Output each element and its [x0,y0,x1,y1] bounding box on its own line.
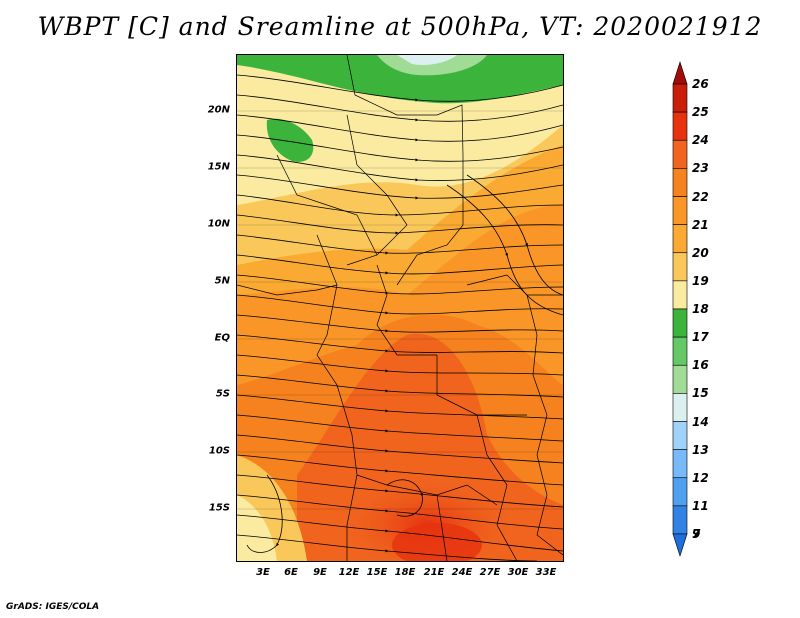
lon-label-15e: 15E [366,567,388,578]
lat-label-20n: 20N [207,104,230,116]
colorbar-swatch [672,421,688,450]
lon-label-30e: 30E [507,567,529,578]
colorbar-swatch [672,224,688,254]
colorbar-swatch [672,364,688,394]
colorbar-swatch [672,196,688,225]
lon-label-27e: 27E [479,567,501,578]
colorbar-label: 18 [692,302,709,316]
chart-title: WBPT [C] and Sreamline at 500hPa, VT: 20… [37,12,763,41]
colorbar-swatch [672,308,688,338]
lon-label-33e: 33E [535,567,557,578]
colorbar-swatch [672,477,688,507]
colorbar-swatch [672,280,688,310]
colorbar-label: 7 [692,527,701,541]
colorbar-label: 23 [692,161,709,176]
colorbar-label: 20 [692,245,709,260]
colorbar-swatch [672,252,688,282]
colorbar [672,61,688,557]
colorbar-swatch [672,505,688,535]
colorbar-swatch [672,168,688,197]
colorbar-label: 16 [692,358,709,373]
colorbar-swatch [672,449,688,479]
weather-map [236,54,564,562]
colorbar-swatch [672,61,688,85]
lat-label-15s: 15S [208,502,230,514]
lat-label-10n: 10N [207,218,230,230]
field-nw-green [266,118,314,162]
country-borders [237,55,563,561]
colorbar-label: 11 [692,498,709,513]
streamlines [237,74,563,561]
colorbar-label: 26 [692,77,709,91]
colorbar-label: 25 [692,105,709,120]
colorbar-label: 17 [692,330,709,345]
field-sw-cool2 [237,495,277,561]
colorbar-label: 9 [692,527,701,541]
lat-label-10s: 10S [208,445,230,457]
colorbar-label: 19 [692,273,709,288]
colorbar-swatch [672,533,688,557]
lon-label-3e: 3E [256,567,270,578]
field-north-green [237,55,563,104]
lon-label-24e: 24E [451,567,473,578]
colorbar-swatch [672,139,688,169]
colorbar-label: 13 [692,442,709,457]
grid-lines [237,110,563,510]
field-north-light [377,55,487,76]
colorbar-swatch [672,393,688,422]
colorbar-label: 24 [692,133,709,148]
lon-label-12e: 12E [338,567,360,578]
colorbar-label: 12 [692,470,709,485]
colorbar-label: 21 [692,217,709,232]
lat-label-5n: 5N [214,275,230,287]
lat-label-15n: 15N [207,161,230,173]
field-24-core [392,523,482,561]
colorbar-label: 14 [692,414,709,429]
map-svg [237,55,563,561]
colorbar-swatch [672,336,688,366]
field-north-cyan [397,55,457,65]
lat-label-5s: 5S [215,388,230,400]
lon-label-9e: 9E [313,567,327,578]
colorbar-swatch [672,83,688,113]
lon-label-21e: 21E [423,567,445,578]
lat-label-eq: EQ [214,332,230,344]
colorbar-swatch [672,111,688,141]
lon-label-18e: 18E [394,567,416,578]
lon-label-6e: 6E [284,567,298,578]
colorbar-label: 15 [692,386,709,401]
colorbar-label: 22 [692,189,709,204]
footer-credit: GrADS: IGES/COLA [6,602,100,612]
